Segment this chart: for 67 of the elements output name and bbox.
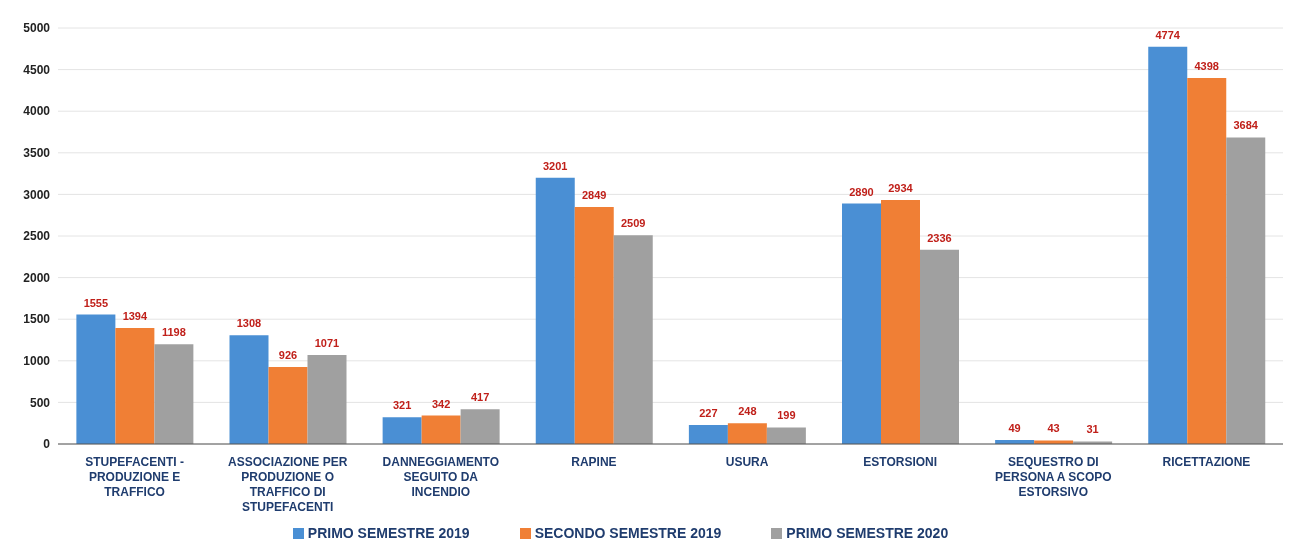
data-label: 2849: [582, 188, 607, 201]
bar: [1187, 78, 1227, 444]
data-label: 199: [777, 409, 796, 422]
data-label: 417: [470, 391, 490, 404]
y-tick-label: 4000: [23, 104, 51, 119]
data-label: 926: [278, 348, 298, 361]
y-tick-label: 2000: [23, 270, 51, 285]
bar: [76, 314, 116, 444]
y-tick-label: 3500: [23, 146, 51, 161]
y-tick-label: 1000: [23, 354, 51, 369]
data-label: 43: [1047, 422, 1060, 435]
data-label: 1198: [161, 326, 186, 339]
data-label: 248: [738, 405, 757, 418]
bar: [1148, 46, 1188, 444]
data-label: 31: [1086, 423, 1099, 436]
legend-label: PRIMO SEMESTRE 2019: [307, 525, 470, 541]
data-label: 49: [1008, 421, 1021, 434]
bar: [154, 344, 194, 444]
y-tick-label: 0: [43, 437, 51, 452]
x-tick-label: ASSOCIAZIONE PER PRODUZIONE O TRAFFICO DI STUPEFACENTI: [228, 455, 348, 514]
data-label: 4398: [1194, 60, 1219, 73]
x-tick-label: SEQUESTRO DI PERSONA A SCOPO ESTORSIVO: [994, 455, 1112, 499]
bar: [920, 249, 959, 444]
bar: [229, 335, 269, 444]
y-tick-label: 4500: [23, 62, 51, 77]
bar: [115, 328, 155, 444]
bar: [307, 354, 347, 444]
bar: [421, 415, 461, 444]
bar: [727, 423, 767, 444]
data-label: 1555: [83, 296, 109, 309]
data-label: 1071: [314, 336, 340, 349]
bar: [268, 366, 308, 444]
data-label: 2934: [888, 181, 914, 194]
bar: [460, 409, 500, 444]
data-label: 1308: [236, 317, 262, 330]
data-label: 2336: [927, 231, 952, 244]
y-tick-label: 500: [29, 395, 51, 410]
y-tick-label: 1500: [23, 312, 51, 327]
data-label: 3684: [1233, 119, 1259, 132]
bar: [613, 235, 653, 444]
legend-label: SECONDO SEMESTRE 2019: [534, 525, 722, 541]
x-tick-label: USURA: [725, 455, 769, 469]
bar: [688, 425, 728, 444]
data-label: 342: [431, 397, 451, 410]
bar: [881, 199, 920, 444]
x-tick-label: STUPEFACENTI - PRODUZIONE E TRAFFICO: [85, 455, 184, 499]
x-tick-label: RICETTAZIONE: [1162, 455, 1251, 469]
data-label: 2890: [849, 185, 874, 198]
y-tick-label: 3000: [23, 187, 51, 202]
bar: [1226, 137, 1266, 444]
y-tick-label: 2500: [23, 229, 51, 244]
data-label: 3201: [543, 159, 568, 172]
x-tick-label: RAPINE: [571, 455, 617, 469]
data-label: 227: [699, 407, 718, 420]
data-label: 1394: [122, 310, 148, 323]
bar: [382, 417, 422, 444]
data-label: 321: [392, 399, 412, 412]
x-tick-label: DANNEGGIAMENTO SEGUITO DA INCENDIO: [382, 455, 500, 499]
y-tick-label: 5000: [23, 21, 51, 36]
bar: [574, 206, 614, 444]
bar: [766, 427, 806, 444]
data-label: 4774: [1155, 28, 1181, 41]
data-label: 2509: [621, 217, 646, 230]
bar: [535, 177, 575, 444]
legend-label: PRIMO SEMESTRE 2020: [786, 525, 949, 541]
bar: [842, 203, 881, 444]
x-tick-label: ESTORSIONI: [863, 455, 938, 469]
